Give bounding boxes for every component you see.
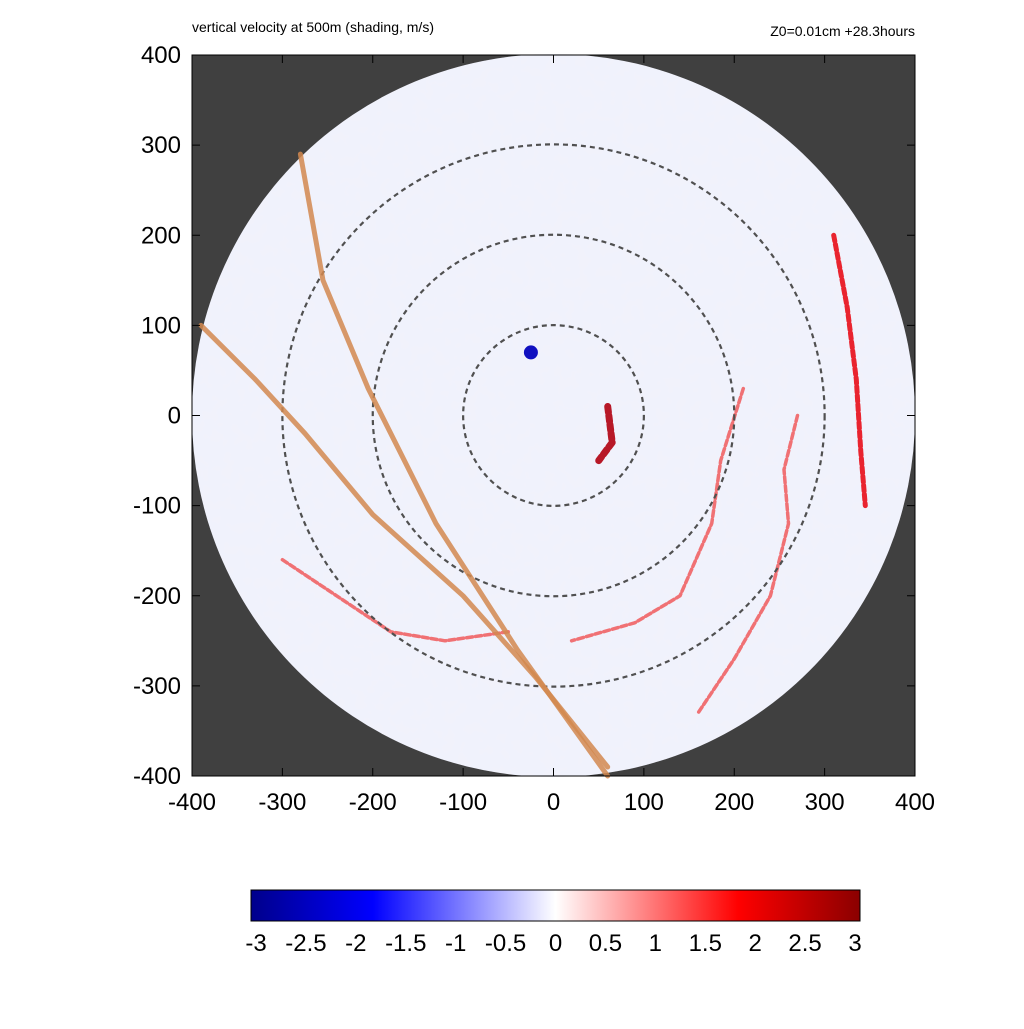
x-tick-label: -300: [258, 789, 306, 816]
axes: -400 -300 -200 -100 0 100 200 300 400 400 300 200 10…: [133, 42, 935, 816]
colorbar-tick-label: 0: [549, 930, 562, 957]
x-tick-label: -400: [168, 789, 216, 816]
x-tick-label: 0: [547, 789, 560, 816]
x-tick-label: 400: [895, 789, 935, 816]
strong-updraft-band: [831, 232, 868, 509]
updraft-band: [696, 413, 800, 715]
y-tick-label: -100: [133, 493, 181, 520]
y-tick-label: 0: [168, 403, 181, 430]
colorbar-tick-label: -3: [245, 930, 266, 957]
colorbar-ticks: -3 -2.5 -2 -1.5 -1 -0.5 0 0.5 1 1.5 2 2.5 3: [245, 930, 861, 957]
colorbar: -3 -2.5 -2 -1.5 -1 -0.5 0 0.5 1 1.5 2 2.5 3: [245, 889, 862, 957]
colorbar-gradient: [250, 889, 861, 922]
eyewall-core: [595, 403, 616, 465]
colorbar-tick-label: 3: [848, 930, 861, 957]
y-tick-label: 300: [141, 132, 181, 159]
colorbar-tick-label: 2: [748, 930, 761, 957]
colorbar-tick-label: 0.5: [589, 930, 622, 957]
chart-title: vertical velocity at 500m (shading, m/s): [192, 19, 434, 35]
colorbar-tick-label: 1.5: [689, 930, 722, 957]
colorbar-tick-label: -1: [445, 930, 466, 957]
colorbar-tick-label: 1: [649, 930, 662, 957]
velocity-field: [192, 55, 915, 776]
y-tick-label: 100: [141, 312, 181, 339]
colorbar-tick-label: -0.5: [485, 930, 526, 957]
updraft-band: [569, 386, 746, 643]
plot-area: [192, 54, 915, 779]
downdraft-core: [523, 345, 538, 360]
y-tick-label: -300: [133, 673, 181, 700]
range-ring: [281, 143, 826, 688]
y-tick-label: 400: [141, 42, 181, 69]
colorbar-tick-label: 2.5: [788, 930, 821, 957]
range-ring: [371, 233, 736, 598]
y-tick-label: -400: [133, 763, 181, 790]
x-tick-label: -100: [439, 789, 487, 816]
range-ring: [462, 324, 645, 507]
colorbar-tick-label: -2.5: [285, 930, 326, 957]
x-tick-label: -200: [349, 789, 397, 816]
updraft-band: [280, 557, 511, 643]
track-line: [198, 322, 611, 770]
colorbar-tick-label: -2: [345, 930, 366, 957]
background-speckle: [192, 55, 915, 776]
run-info-label: Z0=0.01cm +28.3hours: [770, 23, 915, 39]
x-tick-label: 200: [714, 789, 754, 816]
x-tick-label: 100: [624, 789, 664, 816]
colorbar-tick-label: -1.5: [385, 930, 426, 957]
y-tick-label: 200: [141, 222, 181, 249]
x-tick-label: 300: [805, 789, 845, 816]
y-tick-label: -200: [133, 583, 181, 610]
